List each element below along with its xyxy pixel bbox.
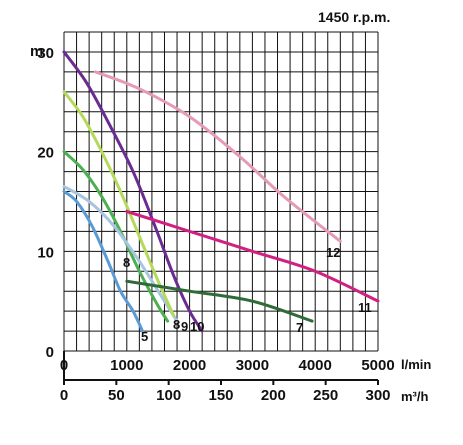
- series-label-12: 12: [326, 245, 340, 260]
- x2-tick-label: 100: [156, 387, 181, 404]
- grid-lines: [63, 31, 379, 384]
- series-line-10: [62, 50, 204, 333]
- y-tick-label: 30: [37, 45, 54, 62]
- series-label-8: 8: [123, 255, 130, 270]
- chart-title: 1450 r.p.m.: [318, 9, 390, 25]
- series-line-7: [125, 279, 314, 323]
- series-line-8: [62, 150, 170, 323]
- x2-tick-label: 150: [208, 387, 233, 404]
- y-tick-label: 0: [46, 344, 54, 361]
- series-line-8: [62, 185, 179, 323]
- x-tick-labels: 0 1000 2000 3000 4000 5000: [60, 357, 395, 374]
- y-axis-label: m: [30, 43, 43, 60]
- series-label-8: 8: [173, 317, 180, 332]
- series-lines: [62, 50, 380, 333]
- x2-tick-label: 0: [60, 387, 68, 404]
- x-tick-label: 1000: [110, 357, 143, 374]
- x-axis-label-secondary: m³/h: [401, 389, 429, 404]
- x-axis-label-primary: l/min: [401, 357, 431, 372]
- x2-tick-label: 300: [365, 387, 390, 404]
- series-line-12: [93, 70, 342, 243]
- series-label-5: 5: [141, 329, 148, 344]
- x2-tick-label: 50: [108, 387, 125, 404]
- series-label-7: 7: [296, 320, 303, 335]
- series-line-9: [62, 90, 176, 318]
- y-tick-label: 20: [37, 145, 54, 162]
- x2-tick-label: 200: [261, 387, 286, 404]
- x2-tick-labels: 0 50 100 150 200 250 300: [60, 380, 391, 404]
- x-tick-label: 4000: [299, 357, 332, 374]
- series-label-10: 10: [190, 319, 204, 334]
- y-tick-labels: 0 10 20 30: [37, 45, 54, 361]
- y-tick-label: 10: [37, 244, 54, 261]
- series-line-5: [62, 190, 144, 333]
- x-tick-label: 3000: [236, 357, 269, 374]
- x2-tick-label: 250: [313, 387, 338, 404]
- x-tick-label: 0: [60, 357, 68, 374]
- x-tick-label: 2000: [173, 357, 206, 374]
- series-label-11: 11: [358, 300, 372, 315]
- x-tick-label: 5000: [361, 357, 394, 374]
- series-label-9: 9: [181, 319, 188, 334]
- series-line-11: [125, 209, 380, 303]
